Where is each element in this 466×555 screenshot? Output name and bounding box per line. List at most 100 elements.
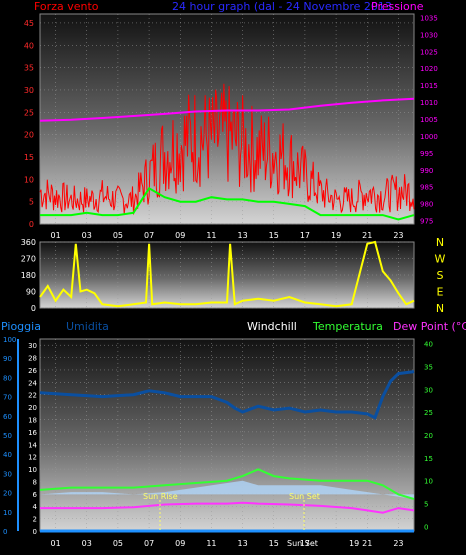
- humidity-tick-label: 100: [3, 336, 16, 344]
- wind-speed-axis: 0 5 10 15 20 25 30 35 40 45: [24, 19, 34, 229]
- dewpoint-legend: Dew Point (°C): [393, 320, 466, 333]
- direction-tick-label: 270: [21, 255, 36, 264]
- pressure-tick-label: 995: [420, 150, 433, 158]
- windchill-tick-label: 10: [28, 466, 37, 474]
- temperature-panel-grid: [40, 339, 414, 532]
- temperature-tick-label: 15: [424, 455, 433, 463]
- windchill-tick-label: 6: [33, 491, 38, 499]
- x-tick-label: 19: [349, 539, 359, 548]
- pressure-axis: 975 980 985 990 995 1000 1005 1010 1015 1020 1025 1…: [420, 14, 438, 225]
- sunrise-label: Sun Rise: [143, 492, 178, 501]
- sunset-tick-label: Sun Set: [287, 539, 318, 548]
- windchill-legend: Windchill: [247, 320, 297, 333]
- humidity-legend: Umidita: [66, 320, 109, 333]
- x-tick-label: 17: [300, 231, 310, 240]
- humidity-tick-label: 50: [3, 432, 12, 440]
- humidity-tick-label: 80: [3, 374, 12, 382]
- temperature-tick-label: 25: [424, 409, 433, 417]
- pressure-line: [39, 97, 415, 122]
- pressure-tick-label: 1010: [420, 99, 438, 107]
- windchill-tick-label: 18: [28, 417, 37, 425]
- dewpoint-line: [40, 501, 415, 514]
- x-tick-label: 13: [237, 539, 247, 548]
- pressure-tick-label: 1005: [420, 116, 438, 124]
- x-tick-label: 23: [393, 539, 403, 548]
- x-tick-label: 07: [144, 539, 154, 548]
- x-tick-label: 19: [331, 231, 341, 240]
- pressure-title: Pressione: [371, 0, 424, 13]
- pressure-tick-label: 980: [420, 201, 433, 209]
- windchill-tick-label: 12: [28, 454, 37, 462]
- wind-speed-tick-label: 45: [24, 19, 34, 28]
- direction-tick-label: 360: [21, 238, 36, 247]
- direction-tick-label: 90: [26, 288, 36, 297]
- wind-direction-line: [39, 240, 415, 308]
- wind-speed-tick-label: 15: [24, 153, 34, 162]
- x-tick-label: 01: [50, 231, 60, 240]
- pressure-tick-label: 1035: [420, 14, 438, 22]
- temperature-panel-series: [39, 370, 415, 533]
- temperature-tick-label: 10: [424, 478, 433, 486]
- x-tick-label: 05: [113, 231, 123, 240]
- x-tick-label: 21: [362, 539, 372, 548]
- windchill-tick-label: 0: [33, 528, 37, 536]
- temperature-panel-background: [39, 338, 415, 532]
- temperature-legend: Temperatura: [312, 320, 383, 333]
- windchill-tick-label: 20: [28, 404, 37, 412]
- windchill-tick-label: 2: [33, 516, 37, 524]
- pressure-tick-label: 1030: [420, 31, 438, 39]
- x-tick-label: 11: [206, 539, 216, 548]
- wind-speed-tick-label: 40: [24, 41, 34, 50]
- x-tick-label: 13: [237, 231, 247, 240]
- x-tick-label: 15: [269, 231, 279, 240]
- pressure-tick-label: 1025: [420, 48, 438, 56]
- humidity-tick-label: 20: [3, 490, 12, 498]
- chart-date-title: 24 hour graph (dal - 24 Novembre 2013: [172, 0, 392, 13]
- windchill-tick-label: 14: [28, 441, 37, 449]
- pressure-tick-label: 1015: [420, 82, 438, 90]
- windchill-tick-label: 26: [28, 367, 37, 375]
- humidity-line: [39, 370, 415, 420]
- humidity-tick-label: 0: [3, 528, 7, 536]
- wind-speed-tick-label: 5: [29, 198, 34, 207]
- compass-label: W: [435, 253, 446, 266]
- x-tick-label: 17: [300, 539, 310, 548]
- windchill-tick-label: 22: [28, 392, 37, 400]
- wind-speed-title: Forza vento: [34, 0, 99, 13]
- x-tick-label: 09: [175, 539, 185, 548]
- temperature-panel-axes: 0246810121416182022242628300102030405060…: [3, 336, 433, 536]
- x-tick-label: 11: [206, 231, 216, 240]
- rain-legend: Pioggia: [1, 320, 41, 333]
- direction-panel-series: [39, 240, 415, 308]
- direction-tick-label: 180: [21, 271, 36, 280]
- wind-speed-tick-label: 20: [24, 131, 34, 140]
- direction-axis: 0 90 180 270 360: [21, 238, 36, 313]
- average-wind-line: [40, 186, 415, 221]
- wind-speed-tick-label: 35: [24, 64, 34, 73]
- humidity-tick-label: 60: [3, 413, 12, 421]
- x-tick-label: 03: [82, 231, 92, 240]
- sun-annotations: Sun Rise Sun Set Sun Set: [143, 492, 320, 548]
- pressure-tick-label: 985: [420, 184, 433, 192]
- temperature-tick-label: 30: [424, 386, 433, 394]
- humidity-tick-label: 90: [3, 355, 12, 363]
- temperature-panel-x-axis: 01 03 05 07 09 11 13 15 17 21 23 19: [50, 539, 403, 548]
- x-tick-label: 05: [113, 539, 123, 548]
- direction-panel-grid: [40, 241, 414, 309]
- temperature-tick-label: 5: [424, 501, 428, 509]
- wind-speed-tick-label: 0: [29, 220, 34, 229]
- x-tick-label: 01: [50, 539, 60, 548]
- x-tick-label: 03: [82, 539, 92, 548]
- wind-speed-tick-label: 30: [24, 86, 34, 95]
- humidity-tick-label: 70: [3, 394, 12, 402]
- temperature-tick-label: 40: [424, 341, 433, 349]
- pressure-tick-label: 990: [420, 167, 433, 175]
- x-tick-label: 23: [393, 231, 403, 240]
- windchill-tick-label: 28: [28, 355, 37, 363]
- compass-label: S: [437, 269, 444, 282]
- x-tick-label: 07: [144, 231, 154, 240]
- windchill-area: [40, 480, 414, 499]
- wind-speed-tick-label: 10: [24, 175, 34, 184]
